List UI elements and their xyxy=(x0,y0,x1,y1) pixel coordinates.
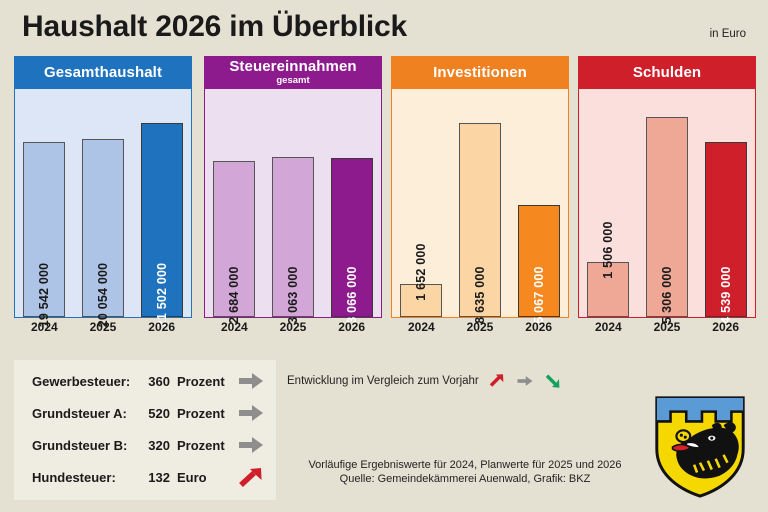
bar-2024: 1 652 000 xyxy=(400,243,442,317)
tax-rate-row: Hundesteuer: 132 Euro xyxy=(14,468,276,500)
page-title: Haushalt 2026 im Überblick xyxy=(22,10,407,43)
x-tick-label: 2025 xyxy=(279,320,307,334)
tax-rate-row: Grundsteuer A: 520 Prozent xyxy=(14,405,276,436)
chart-plot-area: 1 652 000 8 635 000 5 067 000 xyxy=(392,89,568,324)
chart-panel-header: Steuereinnahmen gesamt xyxy=(204,56,382,89)
chart-x-axis-labels: 2024 2025 2026 xyxy=(0,320,768,338)
chart-title: Investitionen xyxy=(433,64,527,81)
arrow-flat-icon xyxy=(238,370,264,392)
bar-2025: 8 635 000 xyxy=(459,123,501,324)
bar-value-label: 2 684 000 xyxy=(227,266,241,324)
bar-2024: 2 684 000 xyxy=(213,161,255,324)
chart-x-axis-labels: 2024 2025 2026 xyxy=(0,320,768,338)
bar-2025: 3 063 000 xyxy=(272,157,314,324)
chart-panel-header: Investitionen xyxy=(391,56,569,89)
footnote-line-2: Quelle: Gemeindekämmerei Auenwald, Grafi… xyxy=(339,473,591,485)
tax-rate-value: 132 xyxy=(148,470,170,485)
bar-value-label: 3 063 000 xyxy=(286,266,300,324)
chart-plot-area: 1 506 000 5 306 000 4 539 000 xyxy=(579,89,755,324)
tax-rate-name: Grundsteuer B: xyxy=(32,438,128,453)
tax-rate-row: Gewerbesteuer: 360 Prozent xyxy=(14,373,276,404)
x-tick-label: 2025 xyxy=(89,320,117,334)
x-tick-label: 2024 xyxy=(407,320,435,334)
bar-value-label: 20 054 000 xyxy=(96,262,110,328)
bar-value-label: 8 635 000 xyxy=(473,266,487,324)
chart-panel-investitionen: Investitionen 1 652 000 8 635 000 5 067 000 xyxy=(391,56,569,324)
bar-2025: 20 054 000 xyxy=(82,139,124,327)
bar-value-label: 5 306 000 xyxy=(660,266,674,324)
bar-value-label: 1 652 000 xyxy=(414,243,428,301)
x-tick-label: 2024 xyxy=(220,320,248,334)
chart-panel-header: Schulden xyxy=(578,56,756,89)
trend-legend-label: Entwicklung im Vergleich zum Vorjahr xyxy=(287,375,479,387)
bar-value-label: 5 067 000 xyxy=(532,266,546,324)
bar-value-label: 19 542 000 xyxy=(37,262,51,328)
arrow-flat-icon xyxy=(238,402,264,424)
chart-panel-gesamthaushalt: Gesamthaushalt 19 542 000 20 054 000 21 502… xyxy=(14,56,192,327)
x-tick-label: 2026 xyxy=(338,320,365,334)
tax-rate-name: Grundsteuer A: xyxy=(32,406,127,421)
chart-panel-schulden: Schulden 1 506 000 5 306 000 4 539 000 xyxy=(578,56,756,324)
x-tick-label: 2026 xyxy=(712,320,739,334)
tax-rate-value: 520 xyxy=(148,406,170,421)
bar-2026: 5 067 000 xyxy=(518,205,560,324)
tax-rate-unit: Prozent xyxy=(177,374,225,389)
x-tick-label: 2025 xyxy=(653,320,681,334)
chart-x-axis-labels: 2024 2025 2026 xyxy=(0,320,768,338)
tax-rate-unit: Prozent xyxy=(177,438,225,453)
x-tick-label: 2024 xyxy=(594,320,622,334)
x-tick-label: 2025 xyxy=(466,320,494,334)
chart-panel-steuereinnahmen: Steuereinnahmen gesamt 2 684 000 3 063 000 3… xyxy=(204,56,382,324)
arrow-flat-icon xyxy=(515,372,535,390)
chart-plot-area: 19 542 000 20 054 000 21 502 000 xyxy=(15,89,191,327)
tax-rate-name: Gewerbesteuer: xyxy=(32,374,131,389)
bar-value-label: 1 506 000 xyxy=(601,221,615,279)
bar-value-label: 3 066 000 xyxy=(345,266,359,324)
arrow-up-icon xyxy=(238,466,264,488)
chart-plot-area: 2 684 000 3 063 000 3 066 000 xyxy=(205,89,381,324)
bar-2026: 21 502 000 xyxy=(141,123,183,327)
tax-rate-value: 360 xyxy=(148,374,170,389)
footnote: Vorläufige Ergebniswerte für 2024, Planw… xyxy=(300,458,630,486)
tax-rate-unit: Prozent xyxy=(177,406,225,421)
bar-2026: 4 539 000 xyxy=(705,142,747,324)
arrow-up-icon xyxy=(487,372,507,390)
chart-x-axis-labels: 2024 2025 2026 xyxy=(0,320,768,338)
bar-value-label: 4 539 000 xyxy=(719,266,733,324)
arrow-flat-icon xyxy=(238,434,264,456)
bar-value-label: 21 502 000 xyxy=(155,262,169,328)
chart-panel-header: Gesamthaushalt xyxy=(14,56,192,89)
coat-of-arms-icon xyxy=(650,392,750,500)
x-tick-label: 2026 xyxy=(525,320,552,334)
bar-2024: 19 542 000 xyxy=(23,142,65,327)
footnote-line-1: Vorläufige Ergebniswerte für 2024, Planw… xyxy=(308,459,622,471)
trend-legend: Entwicklung im Vergleich zum Vorjahr xyxy=(287,372,563,390)
x-tick-label: 2026 xyxy=(148,320,175,334)
x-tick-label: 2024 xyxy=(30,320,58,334)
bar-2024: 1 506 000 xyxy=(587,221,629,317)
chart-title: Gesamthaushalt xyxy=(43,64,163,81)
arrow-down-icon xyxy=(543,372,563,390)
chart-title: Schulden xyxy=(632,64,702,81)
tax-rate-unit: Euro xyxy=(177,470,207,485)
tax-rates-box: Gewerbesteuer: 360 Prozent Grundsteuer A: 52… xyxy=(14,360,276,500)
chart-title: Steuereinnahmen xyxy=(229,58,357,75)
tax-rate-row: Grundsteuer B: 320 Prozent xyxy=(14,437,276,468)
chart-subtitle: gesamt xyxy=(276,75,310,86)
tax-rate-name: Hundesteuer: xyxy=(32,470,116,485)
bar-2026: 3 066 000 xyxy=(331,158,373,324)
unit-label: in Euro xyxy=(709,28,746,40)
bar-2025: 5 306 000 xyxy=(646,117,688,324)
tax-rate-value: 320 xyxy=(148,438,170,453)
